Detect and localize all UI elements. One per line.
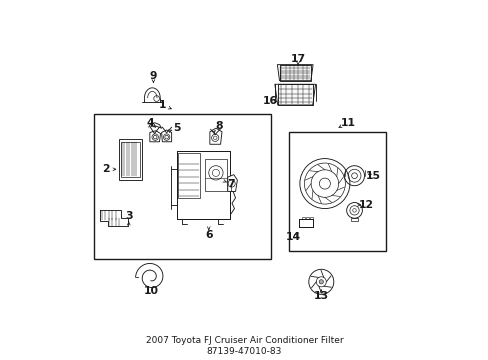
Polygon shape — [162, 130, 171, 142]
Bar — [350, 218, 357, 221]
Text: 3: 3 — [125, 211, 132, 221]
Bar — [277, 84, 312, 105]
Polygon shape — [274, 84, 315, 105]
Text: 12: 12 — [358, 200, 373, 210]
Bar — [298, 219, 312, 227]
Text: 17: 17 — [290, 54, 305, 64]
Bar — [301, 217, 304, 219]
Text: 6: 6 — [204, 230, 212, 240]
Text: 2007 Toyota FJ Cruiser Air Conditioner Filter
87139-47010-83: 2007 Toyota FJ Cruiser Air Conditioner F… — [145, 336, 343, 356]
Bar — [119, 139, 142, 180]
Text: 13: 13 — [313, 291, 328, 301]
Bar — [121, 142, 140, 177]
Bar — [279, 64, 310, 81]
Text: 2: 2 — [102, 164, 109, 174]
Text: 15: 15 — [365, 171, 380, 181]
Bar — [94, 114, 271, 258]
Text: 14: 14 — [285, 232, 301, 242]
Text: 5: 5 — [173, 123, 181, 133]
Text: 11: 11 — [340, 118, 355, 128]
Text: 1: 1 — [158, 100, 166, 110]
Circle shape — [319, 280, 323, 284]
Bar — [176, 152, 230, 219]
Bar — [178, 153, 200, 198]
Polygon shape — [277, 64, 312, 81]
Bar — [309, 217, 312, 219]
Bar — [205, 158, 226, 191]
Polygon shape — [209, 128, 222, 144]
Text: 16: 16 — [262, 96, 277, 107]
Text: 10: 10 — [144, 287, 159, 296]
Polygon shape — [149, 131, 160, 142]
Polygon shape — [176, 152, 230, 219]
Polygon shape — [298, 219, 312, 227]
Bar — [305, 217, 308, 219]
Bar — [288, 132, 385, 251]
Text: 8: 8 — [215, 121, 223, 131]
Text: 4: 4 — [146, 118, 153, 128]
Polygon shape — [227, 175, 237, 192]
Text: 7: 7 — [227, 179, 235, 189]
Text: 9: 9 — [149, 71, 157, 81]
